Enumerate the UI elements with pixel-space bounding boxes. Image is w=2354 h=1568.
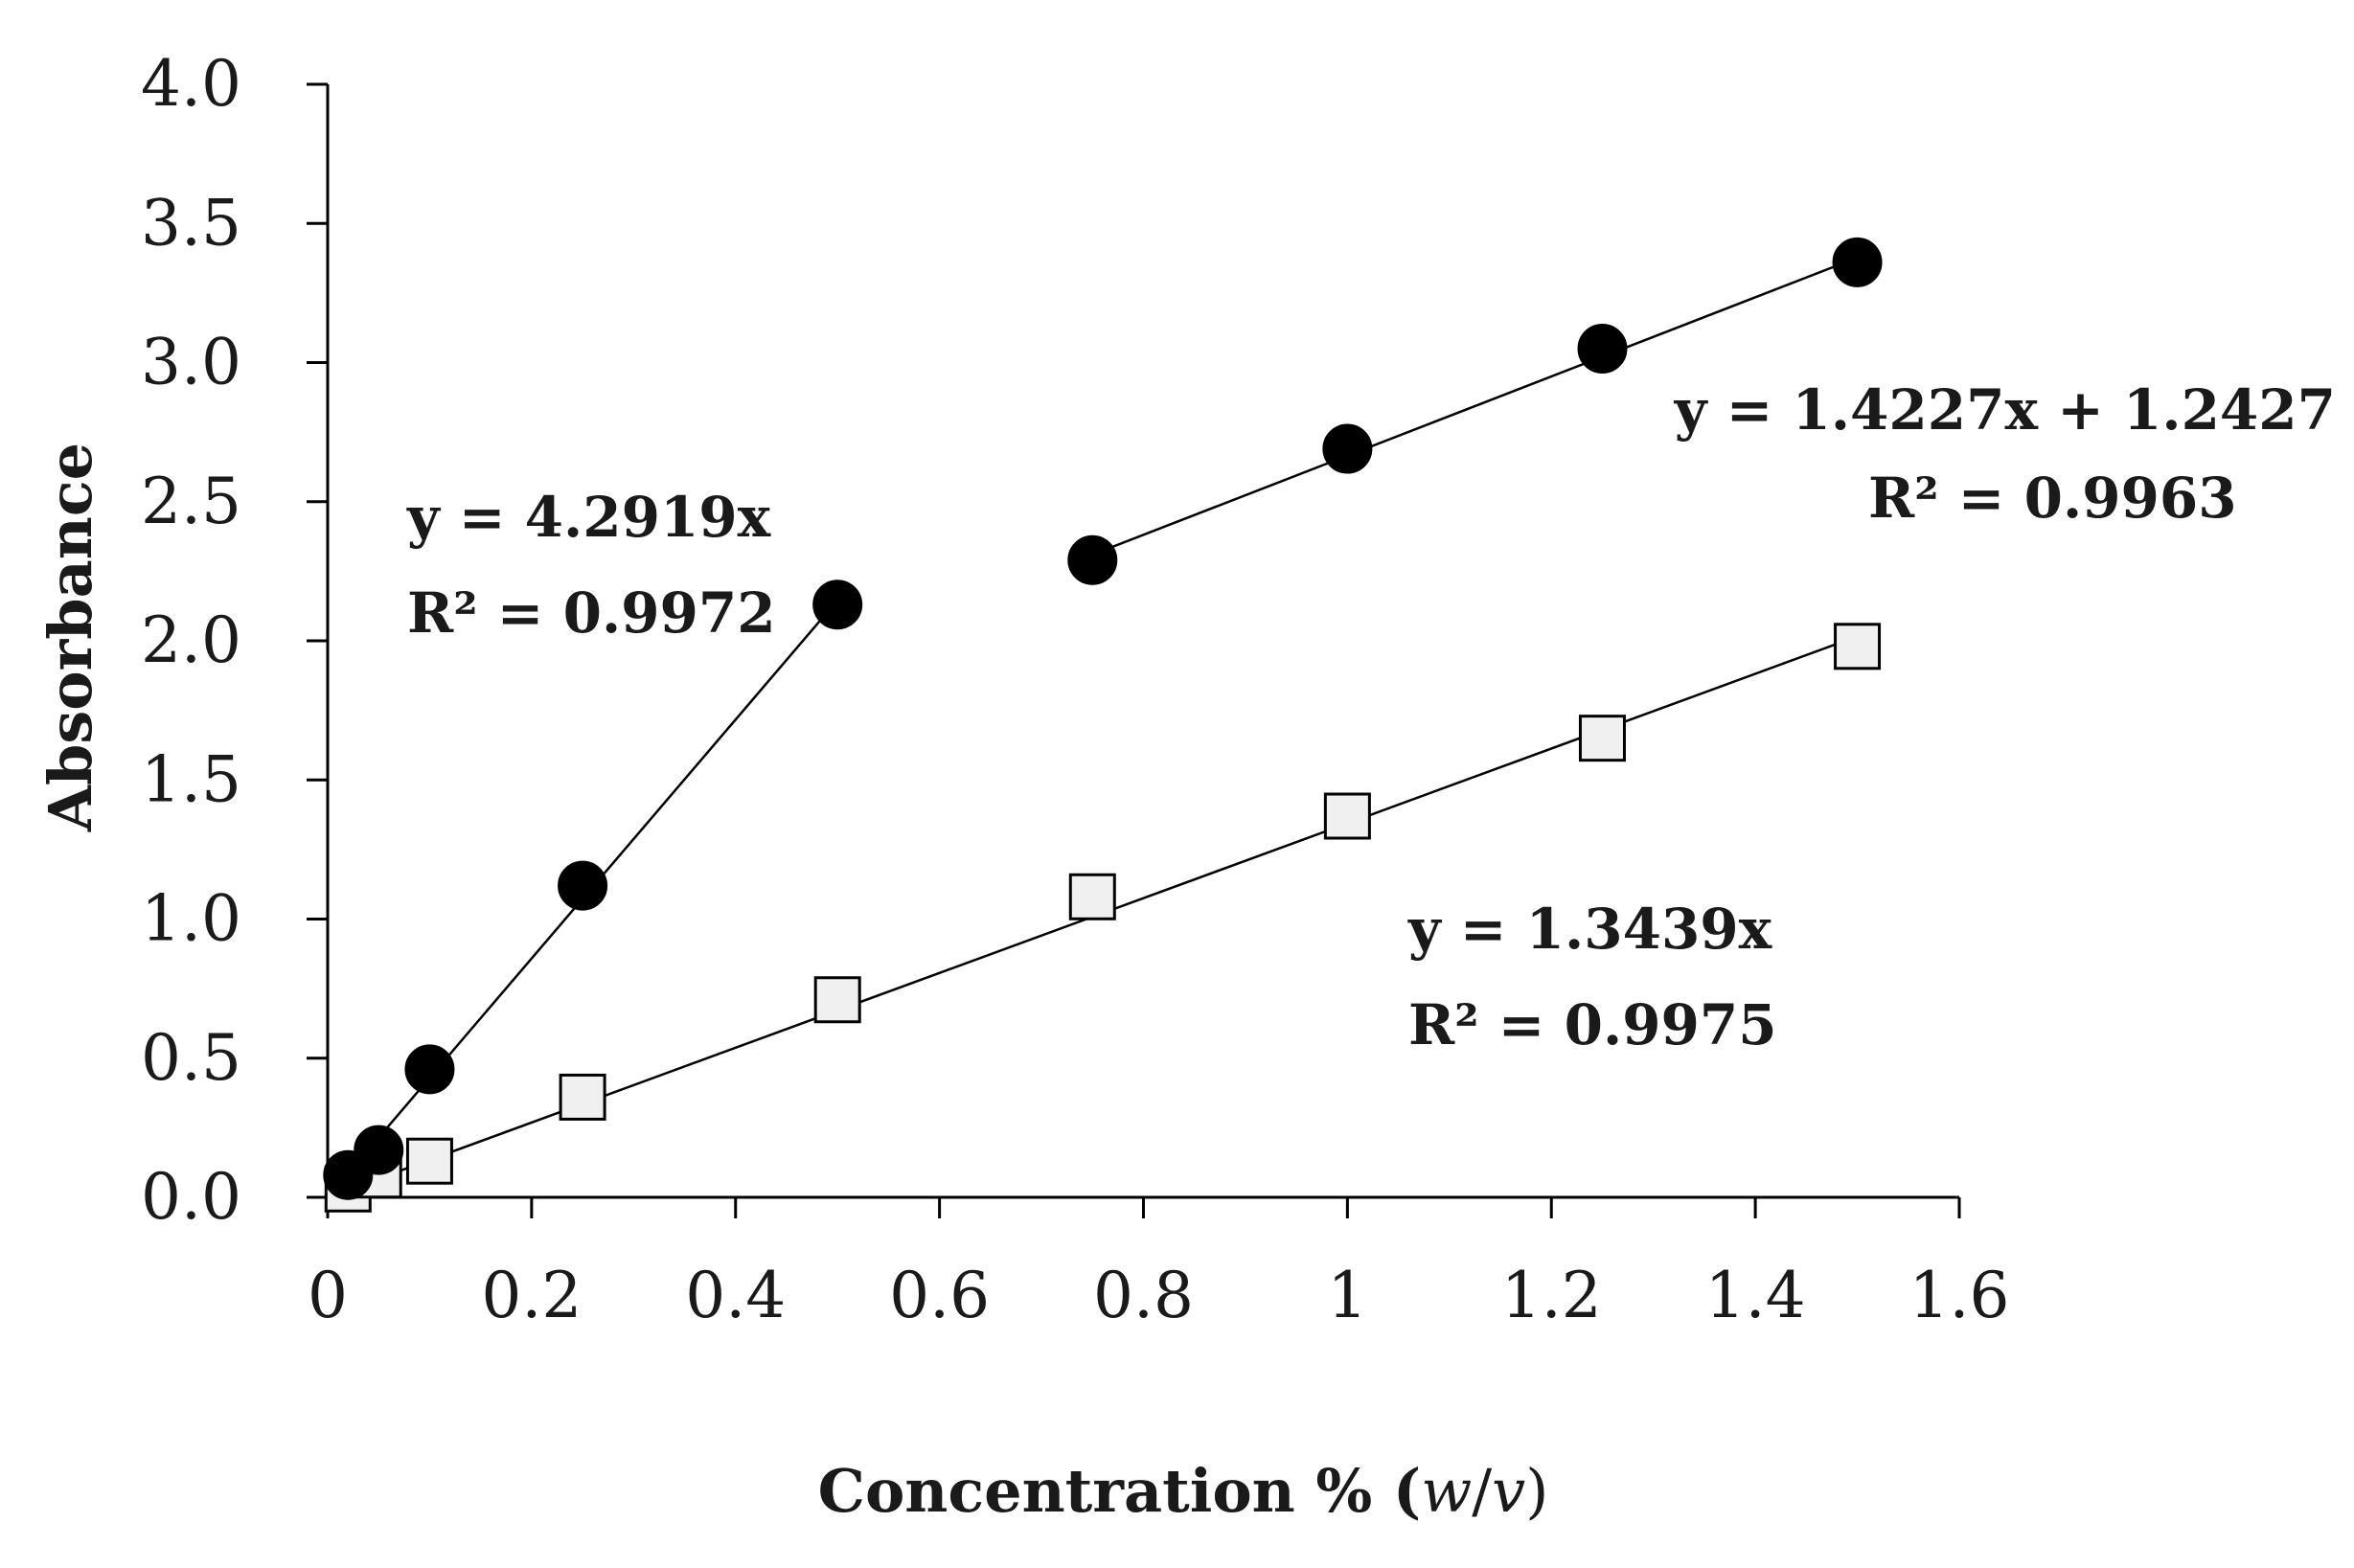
x-axis-title-slash: / [1472,1456,1492,1526]
r2-squares: R² = 0.9975 [1408,992,1777,1057]
data-point-circle [1832,237,1883,287]
data-point-circle [812,579,863,630]
x-tick-label: 1 [1327,1259,1367,1332]
r2-low-range: R² = 0.9972 [407,580,776,646]
y-tick-label: 2.5 [141,465,241,538]
x-tick-label: 1.6 [1909,1259,2010,1332]
data-points [323,237,1883,1213]
data-point-square [1578,715,1626,762]
x-axis-title-w: w [1421,1456,1472,1526]
y-tick-label: 1.0 [141,882,241,956]
y-tick-label: 3.5 [141,186,241,260]
x-axis-title-close: ) [1525,1456,1548,1526]
data-point-square [405,1137,453,1185]
x-tick-label: 0.8 [1093,1259,1194,1332]
y-tick-label: 1.5 [141,742,241,816]
data-point-circle [354,1125,404,1175]
data-point-square [559,1073,606,1121]
ticks: 0 0.2 0.4 0.6 0.8 1 1.2 1.4 1.6 0.0 0.5 1.0 1.5 2.0 2.… [141,47,2009,1332]
data-point-circle [558,860,608,911]
r2-high-range: R² = 0.9963 [1868,466,2237,531]
x-axis-title-main: Concentration % ( [818,1456,1422,1526]
data-point-circle [1322,423,1373,474]
equation-low-range: y = 4.2919x [406,485,771,550]
y-tick-label: 0.5 [141,1021,241,1095]
x-tick-label: 0.2 [481,1259,582,1332]
y-tick-label: 0.0 [141,1160,241,1234]
equation-squares: y = 1.3439x [1407,897,1772,962]
data-point-square [1068,873,1116,920]
x-tick-label: 0.6 [889,1259,990,1332]
x-axis-title: Concentration % (w/v) [818,1456,1549,1526]
data-point-circle [404,1044,455,1095]
x-tick-label: 1.4 [1705,1259,1806,1332]
trendline-filled-circles-high [1091,256,1859,557]
y-axis-title: Absorbance [35,443,105,832]
x-tick-label: 0.4 [685,1259,786,1332]
equation-high-range: y = 1.4227x + 1.2427 [1674,377,2336,443]
y-tick-label: 4.0 [141,47,241,121]
x-tick-label: 0 [308,1259,348,1332]
data-point-square [813,976,861,1024]
data-point-square [1323,792,1371,840]
y-tick-label: 3.0 [141,326,241,399]
x-axis-title-v: v [1492,1456,1525,1526]
data-point-circle [1067,534,1118,585]
data-point-circle [1577,323,1628,374]
x-tick-label: 1.2 [1501,1259,1602,1332]
y-tick-label: 2.0 [141,603,241,677]
data-point-square [1834,623,1882,670]
